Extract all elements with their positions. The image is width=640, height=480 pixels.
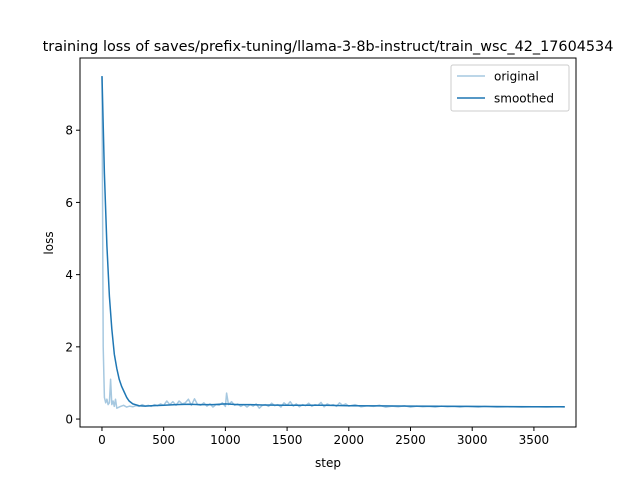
y-tick-label: 2 [65, 340, 73, 354]
series-line-smoothed [101, 76, 565, 408]
x-tick-label: 2500 [395, 433, 426, 447]
x-tick-label: 2000 [334, 433, 365, 447]
chart-title: training loss of saves/prefix-tuning/lla… [43, 39, 614, 55]
series-line-original [101, 76, 565, 409]
y-axis-label: loss [42, 231, 56, 254]
x-tick-label: 3500 [519, 433, 550, 447]
x-tick-label: 0 [98, 433, 106, 447]
legend-label-original: original [494, 70, 539, 84]
y-tick-label: 6 [65, 196, 73, 210]
y-tick-label: 8 [65, 124, 73, 138]
legend: original smoothed [450, 64, 570, 112]
axes-frame [79, 57, 577, 428]
x-axis-label: step [315, 456, 341, 470]
y-tick-label: 4 [65, 268, 73, 282]
x-tick-label: 1500 [272, 433, 303, 447]
x-tick-label: 1000 [210, 433, 241, 447]
legend-label-smoothed: smoothed [494, 92, 554, 106]
x-tick-label: 3000 [457, 433, 488, 447]
y-tick-label: 0 [65, 413, 73, 427]
x-tick-label: 500 [152, 433, 175, 447]
